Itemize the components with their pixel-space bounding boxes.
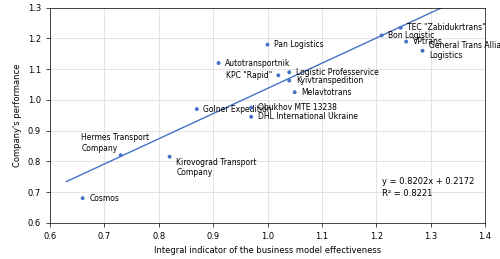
Point: [285, 78, 293, 83]
Y-axis label: Company's performance: Company's performance: [13, 63, 22, 167]
Text: Cosmos: Cosmos: [89, 194, 119, 203]
Point: [274, 73, 282, 77]
Point: [78, 196, 86, 200]
Point: [396, 26, 404, 30]
Text: TEC "Zabidukrtrans": TEC "Zabidukrtrans": [407, 23, 486, 32]
Text: VPtrans: VPtrans: [412, 37, 442, 46]
Point: [418, 49, 426, 53]
Text: R² = 0.8221: R² = 0.8221: [382, 189, 432, 198]
Text: Pan Logistics: Pan Logistics: [274, 40, 324, 49]
Point: [285, 70, 293, 74]
Text: Logistic Professervice: Logistic Professervice: [296, 68, 378, 77]
Text: Kirovograd Transport
Company: Kirovograd Transport Company: [176, 158, 256, 177]
Text: y = 0.8202x + 0.2172: y = 0.8202x + 0.2172: [382, 177, 474, 186]
Point: [378, 33, 386, 38]
Text: General Trans Alliance
Logistics: General Trans Alliance Logistics: [429, 41, 500, 60]
Point: [264, 42, 272, 47]
Text: Autotransportnik: Autotransportnik: [225, 59, 290, 68]
Text: Golner Expedition: Golner Expedition: [204, 105, 272, 114]
Text: Melavtotrans: Melavtotrans: [301, 88, 352, 97]
Point: [116, 153, 124, 157]
Text: Hermes Transport
Company: Hermes Transport Company: [81, 133, 150, 153]
Text: Obukhov MTE 13238: Obukhov MTE 13238: [258, 103, 336, 112]
Text: Bon Logistic: Bon Logistic: [388, 31, 434, 40]
X-axis label: Integral indicator of the business model effectiveness: Integral indicator of the business model…: [154, 246, 381, 255]
Point: [402, 39, 410, 44]
Text: Kyivtranspedition: Kyivtranspedition: [296, 76, 363, 85]
Point: [247, 105, 255, 110]
Text: DHL International Ukraine: DHL International Ukraine: [258, 112, 358, 121]
Text: KPC "Rapid": KPC "Rapid": [226, 71, 272, 80]
Point: [247, 115, 255, 119]
Point: [290, 90, 298, 94]
Point: [166, 155, 173, 159]
Point: [214, 61, 222, 65]
Point: [193, 107, 201, 111]
